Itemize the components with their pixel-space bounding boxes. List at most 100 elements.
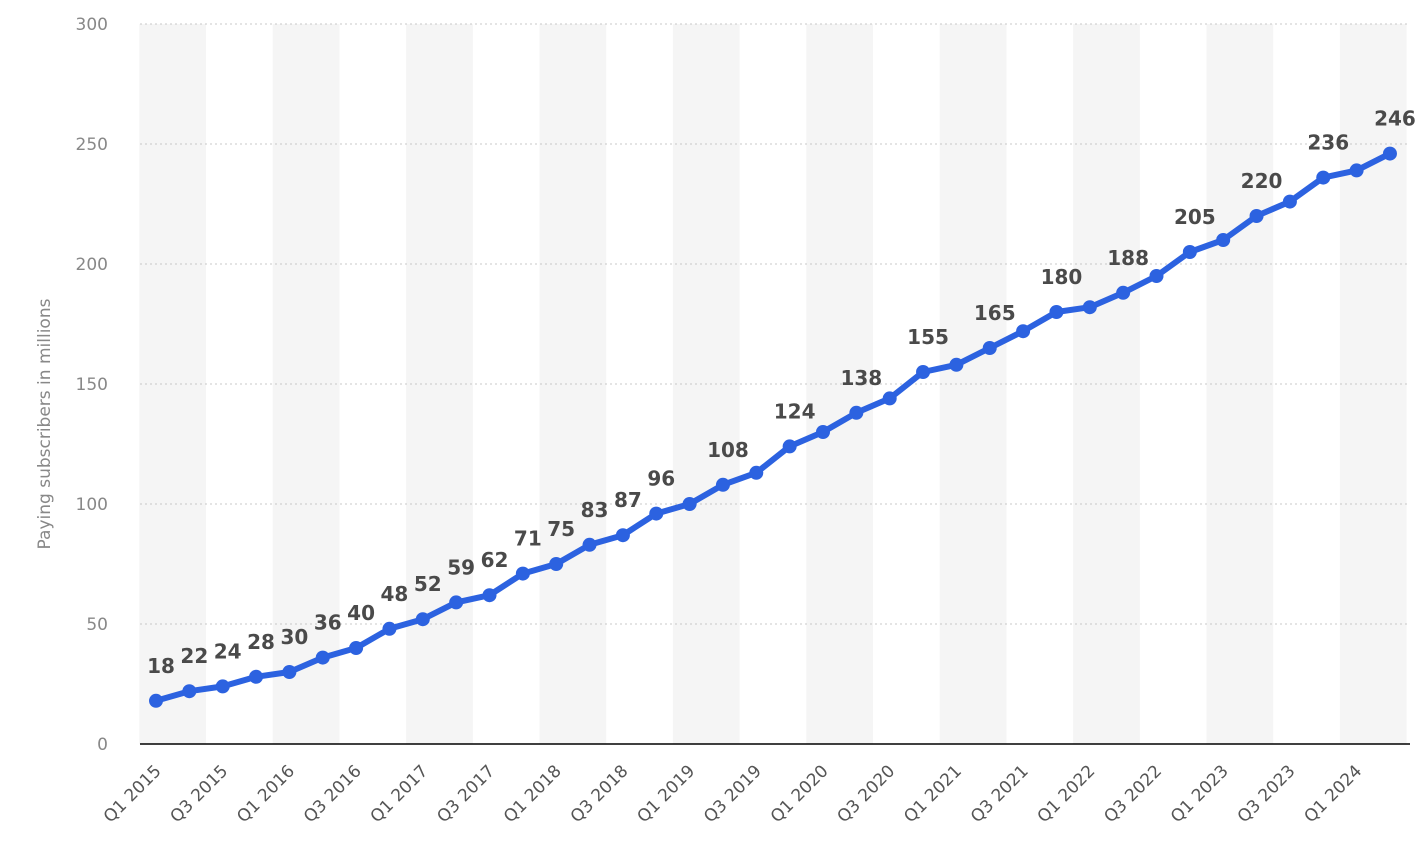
y-tick-label: 50	[86, 615, 108, 635]
data-point	[1216, 233, 1231, 247]
gridlines	[140, 23, 1410, 625]
data-label: 52	[414, 572, 442, 596]
data-point	[515, 566, 530, 581]
data-label: 180	[1041, 265, 1083, 289]
data-point	[349, 641, 364, 655]
data-label: 138	[840, 366, 882, 390]
x-tick-label: Q1 2024	[1300, 761, 1366, 827]
x-axis-ticks: Q1 2015 Q3 2015 Q1 2016 Q3 2016 Q1 2017 Q3 20…	[100, 761, 1366, 827]
data-point	[949, 357, 964, 372]
x-tick-label: Q3 2021	[967, 761, 1033, 827]
data-label: 59	[447, 555, 475, 579]
data-label: 71	[514, 527, 542, 551]
y-tick-label: 0	[97, 735, 108, 755]
data-label: 36	[314, 611, 342, 635]
data-label: 124	[774, 399, 816, 423]
data-label: 220	[1241, 169, 1283, 193]
y-tick-label: 250	[76, 135, 108, 155]
data-point	[1382, 146, 1397, 161]
background-band	[1206, 24, 1274, 744]
data-point	[1016, 324, 1031, 339]
data-point	[1049, 305, 1064, 319]
data-label: 18	[147, 654, 175, 678]
data-label: 96	[647, 467, 675, 491]
data-point	[182, 684, 197, 699]
x-tick-label: Q3 2023	[1234, 761, 1300, 827]
data-label: 28	[247, 630, 275, 654]
x-tick-label: Q3 2017	[433, 761, 499, 827]
data-label: 246	[1374, 107, 1416, 131]
data-point	[415, 612, 430, 627]
data-point	[1149, 269, 1164, 283]
data-label: 62	[481, 548, 509, 572]
data-point	[1249, 209, 1264, 223]
data-points	[149, 146, 1397, 708]
y-tick-label: 100	[76, 495, 108, 515]
data-point	[1082, 300, 1097, 315]
data-point	[215, 679, 230, 694]
x-tick-label: Q1 2023	[1167, 761, 1233, 827]
x-tick-label: Q1 2021	[900, 761, 966, 827]
y-tick-label: 200	[76, 255, 108, 275]
x-tick-label: Q3 2018	[567, 761, 633, 827]
data-label: 83	[581, 498, 609, 522]
data-label: 236	[1307, 131, 1349, 155]
data-point	[749, 465, 764, 480]
data-label: 108	[707, 438, 749, 462]
data-point	[682, 497, 697, 511]
y-axis-title: Paying subscribers in millions	[35, 298, 55, 549]
data-point	[1349, 163, 1364, 178]
data-point	[582, 537, 597, 552]
data-point	[882, 391, 897, 406]
x-tick-label: Q1 2022	[1034, 761, 1100, 827]
data-point	[816, 425, 830, 439]
data-label: 22	[180, 644, 208, 668]
data-point	[282, 665, 297, 679]
data-point	[482, 588, 497, 603]
x-tick-label: Q1 2018	[500, 761, 566, 827]
data-point	[315, 650, 330, 665]
data-label: 155	[907, 325, 949, 349]
data-point	[715, 477, 730, 492]
data-point	[1182, 245, 1197, 259]
data-label: 48	[381, 582, 409, 606]
data-label: 24	[214, 639, 242, 663]
data-label: 165	[974, 301, 1016, 325]
x-tick-label: Q3 2020	[834, 761, 900, 827]
data-point	[649, 506, 664, 521]
x-tick-label: Q1 2015	[100, 761, 166, 827]
data-point	[549, 557, 564, 571]
x-tick-label: Q3 2015	[167, 761, 233, 827]
data-label: 205	[1174, 205, 1216, 229]
data-point	[615, 528, 630, 543]
data-point	[382, 621, 397, 636]
x-tick-label: Q1 2020	[767, 761, 833, 827]
data-point	[1316, 170, 1331, 185]
x-tick-label: Q1 2017	[367, 761, 433, 827]
data-point	[149, 693, 163, 708]
data-label: 188	[1107, 246, 1149, 270]
data-point	[249, 669, 264, 684]
y-axis-ticks: 0 50 100 150 200 250 300	[76, 15, 108, 755]
data-point	[782, 439, 797, 454]
y-tick-label: 300	[76, 15, 108, 35]
data-point	[982, 341, 997, 355]
x-tick-label: Q1 2019	[633, 761, 699, 827]
x-tick-label: Q3 2016	[300, 761, 366, 827]
y-tick-label: 150	[76, 375, 108, 395]
data-point	[1116, 285, 1131, 300]
data-point	[849, 405, 864, 420]
x-tick-label: Q3 2019	[700, 761, 766, 827]
data-label: 87	[614, 488, 642, 512]
data-label: 40	[347, 601, 375, 625]
data-point	[916, 365, 931, 379]
data-point	[449, 595, 464, 610]
data-label: 30	[280, 625, 308, 649]
data-label: 75	[547, 517, 575, 541]
x-tick-label: Q3 2022	[1100, 761, 1166, 827]
data-point	[1282, 194, 1297, 209]
x-tick-label: Q1 2016	[233, 761, 299, 827]
